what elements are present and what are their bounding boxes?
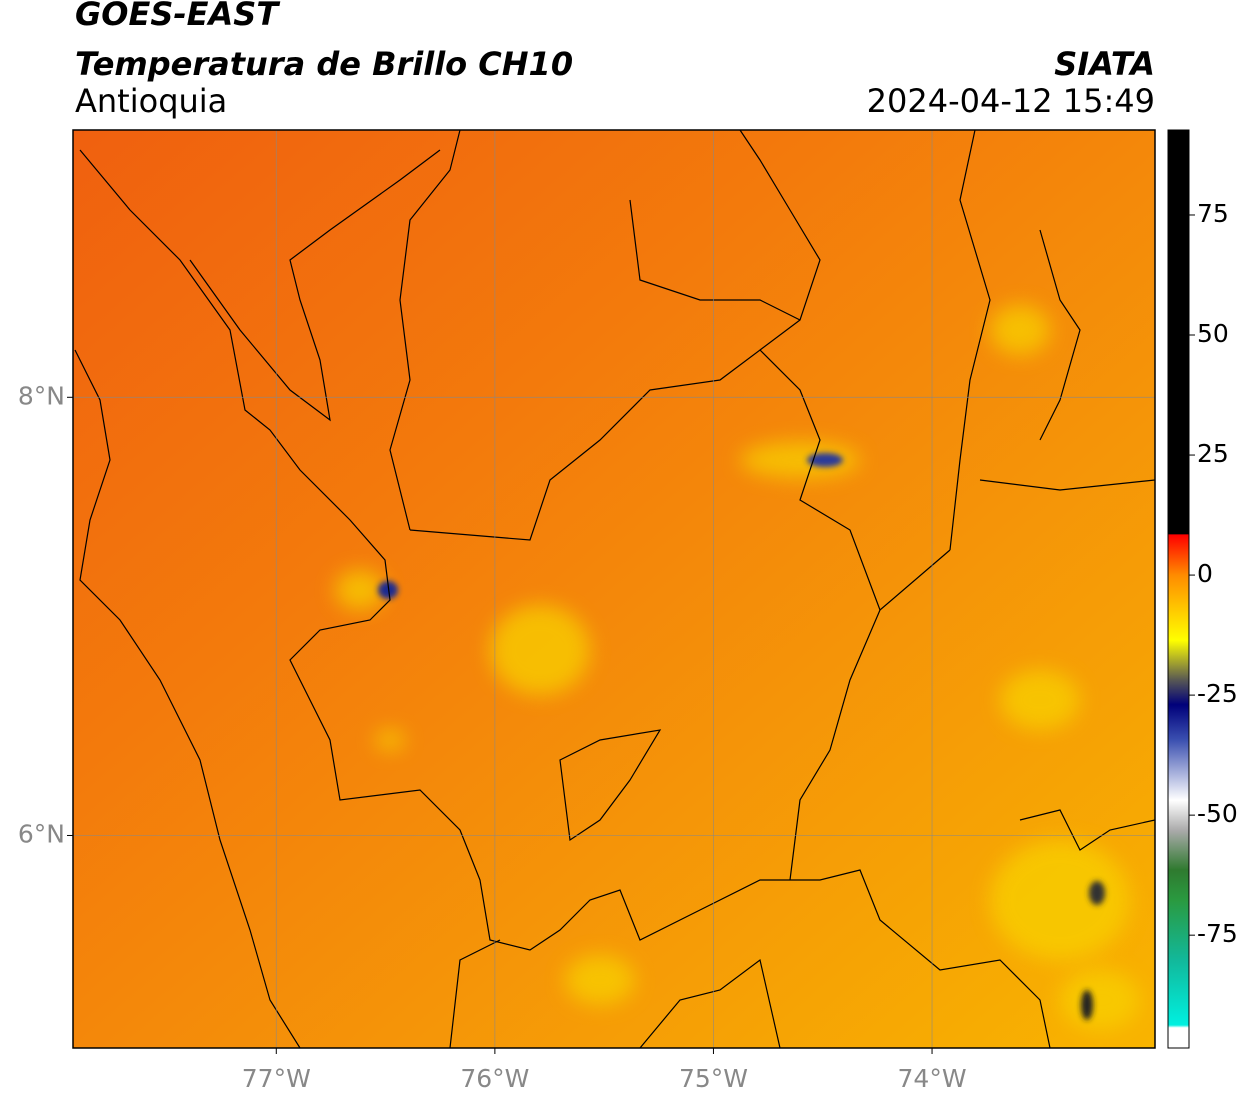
timestamp: 2024-04-12 15:49	[867, 82, 1155, 120]
y-tick-label: 8°N	[18, 381, 65, 410]
x-tick-label: 77°W	[242, 1064, 311, 1093]
borders	[74, 130, 1155, 1048]
cold-clouds	[378, 453, 1105, 1020]
x-tick-label: 74°W	[898, 1064, 967, 1093]
source: SIATA	[1054, 45, 1155, 83]
colorbar-tick-label: -25	[1197, 679, 1238, 708]
temperature-field	[73, 130, 1155, 1048]
title: GOES-EAST	[75, 0, 280, 33]
y-tick-label: 6°N	[18, 819, 65, 848]
region: Antioquia	[75, 82, 227, 120]
map-frame	[72, 129, 1156, 1049]
x-tick-label: 75°W	[679, 1064, 748, 1093]
colorbar-tick-label: 25	[1197, 439, 1229, 468]
colorbar-tick-label: -50	[1197, 799, 1238, 828]
colorbar-tick-label: 0	[1197, 559, 1213, 588]
colorbar-tick-label: 50	[1197, 319, 1229, 348]
x-tick-label: 76°W	[460, 1064, 529, 1093]
map-area	[73, 130, 1155, 1048]
colorbar-tick-label: 75	[1197, 199, 1229, 228]
subtitle: Temperatura de Brillo CH10	[75, 45, 573, 83]
colorbar	[1167, 129, 1190, 1049]
warm-patches	[335, 305, 1140, 1030]
graticule	[73, 130, 1155, 1048]
colorbar-tick-label: -75	[1197, 919, 1238, 948]
